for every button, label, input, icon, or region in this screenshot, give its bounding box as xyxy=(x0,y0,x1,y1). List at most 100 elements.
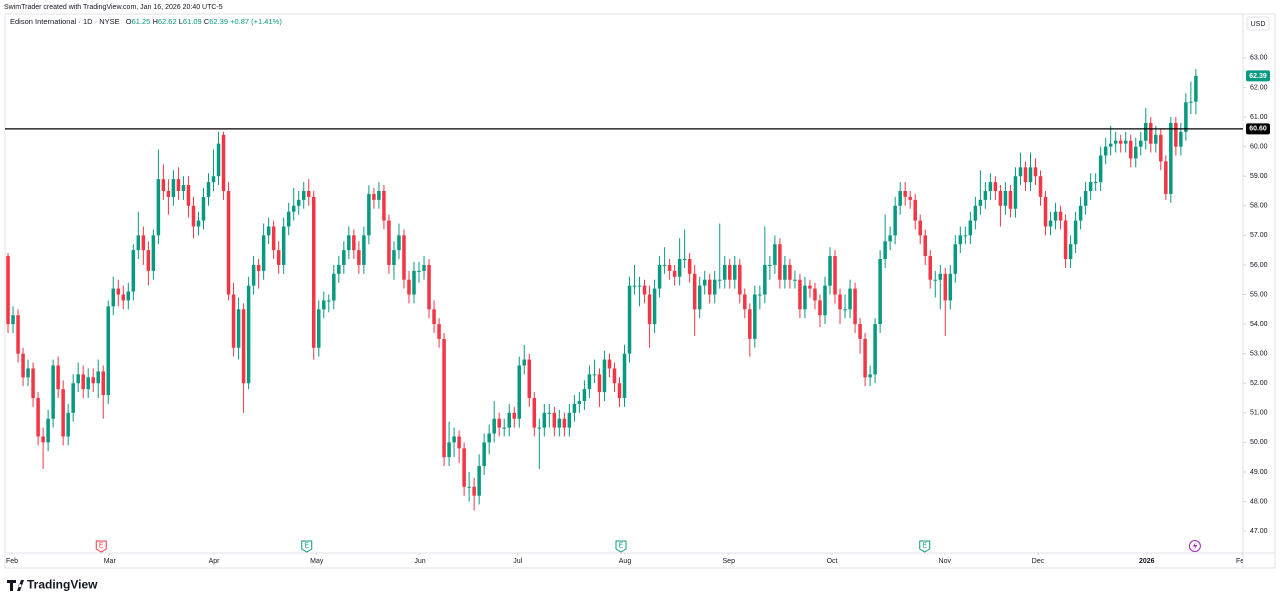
candle-body xyxy=(36,398,40,437)
earnings-label: E xyxy=(99,542,104,549)
candle-body xyxy=(918,220,922,236)
candle-body xyxy=(692,273,697,310)
low-label: L xyxy=(179,17,183,26)
candle-body xyxy=(296,199,301,206)
candle-body xyxy=(612,368,617,384)
candle-body xyxy=(998,190,1003,206)
candle-body xyxy=(788,264,792,280)
candle-body xyxy=(592,374,597,376)
dividend-icon xyxy=(1192,542,1198,550)
candle-body xyxy=(753,294,757,339)
candle-body xyxy=(818,300,822,316)
candle-body xyxy=(236,309,241,348)
change: +0.87 xyxy=(230,17,249,26)
candle-body xyxy=(246,285,251,384)
candle-body xyxy=(572,403,577,413)
candle-body xyxy=(522,359,527,366)
candle-body xyxy=(1058,211,1063,221)
candle-body xyxy=(196,220,201,227)
candle-body xyxy=(1189,101,1193,103)
candle-body xyxy=(16,315,20,354)
earnings-label: E xyxy=(922,542,927,549)
candle-body xyxy=(642,285,647,295)
candle-body xyxy=(367,193,371,236)
candle-body xyxy=(853,288,857,325)
currency-button[interactable] xyxy=(1246,16,1270,31)
candle-body xyxy=(116,288,121,295)
candle-body xyxy=(1123,140,1128,144)
low-value: 61.09 xyxy=(183,17,202,26)
candle-body xyxy=(472,486,476,496)
x-tick-label: Jun xyxy=(414,558,425,565)
candle-body xyxy=(863,338,867,378)
candle-body xyxy=(773,244,777,265)
candle-body xyxy=(452,436,456,443)
candle-body xyxy=(622,353,627,399)
candle-body xyxy=(417,270,421,272)
candle-body xyxy=(928,256,932,280)
candle-body xyxy=(462,448,466,487)
candle-body xyxy=(993,182,998,191)
candle-body xyxy=(21,353,25,378)
candle-body xyxy=(11,315,15,325)
candle-body xyxy=(392,250,396,265)
y-tick-label: 51.00 xyxy=(1250,410,1268,417)
candle-body xyxy=(903,190,907,197)
hline-label-box xyxy=(1246,123,1270,135)
candle-body xyxy=(502,427,506,429)
candle-body xyxy=(377,190,381,200)
candle-body xyxy=(291,205,296,212)
y-tick-label: 57.00 xyxy=(1250,232,1268,239)
candle-body xyxy=(261,235,266,271)
candle-body xyxy=(697,285,702,310)
candle-body xyxy=(166,190,171,197)
y-tick-label: 59.00 xyxy=(1250,173,1268,180)
candle-body xyxy=(748,309,752,339)
candle-body xyxy=(337,264,341,274)
candle-body xyxy=(913,199,917,221)
candle-body xyxy=(71,383,75,413)
candle-body xyxy=(988,182,993,191)
currency[interactable]: USD xyxy=(1251,21,1266,28)
candle-body xyxy=(1043,196,1048,227)
candle-body xyxy=(186,185,191,206)
candle-body xyxy=(738,264,742,295)
candle-body xyxy=(1033,167,1038,177)
y-tick-label: 55.00 xyxy=(1250,291,1268,298)
change-pct: (+1.41%) xyxy=(251,17,282,26)
candle-body xyxy=(823,285,827,316)
candle-body xyxy=(1149,122,1153,144)
candle-body xyxy=(332,273,336,301)
candle-body xyxy=(1179,131,1183,147)
brand-name: TradingView xyxy=(27,578,98,592)
candle-body xyxy=(412,270,416,295)
candle-body xyxy=(587,374,592,390)
candle-body xyxy=(1018,167,1023,177)
y-tick-label: 60.00 xyxy=(1250,143,1268,150)
earnings-marker xyxy=(95,540,107,553)
candle-body xyxy=(597,374,602,393)
candle-body xyxy=(362,235,366,265)
candle-body xyxy=(271,226,276,251)
candle-body xyxy=(151,235,156,271)
candle-body xyxy=(1154,134,1158,144)
candle-body xyxy=(838,294,842,310)
candle-body xyxy=(868,374,872,378)
candle-body xyxy=(1118,140,1123,144)
candle-body xyxy=(6,256,10,325)
close-value: 62.39 xyxy=(209,17,228,26)
candle-body xyxy=(467,486,471,488)
earnings-label: E xyxy=(619,542,624,549)
candle-body xyxy=(447,442,451,458)
candle-body xyxy=(101,371,106,396)
candle-body xyxy=(146,250,151,271)
candle-body xyxy=(56,365,60,390)
candle-body xyxy=(978,199,983,206)
candle-body xyxy=(312,196,316,348)
candle-body xyxy=(657,264,662,289)
candle-body xyxy=(948,273,953,301)
candle-body xyxy=(667,264,672,271)
candle-body xyxy=(687,259,692,274)
candle-body xyxy=(191,205,196,227)
